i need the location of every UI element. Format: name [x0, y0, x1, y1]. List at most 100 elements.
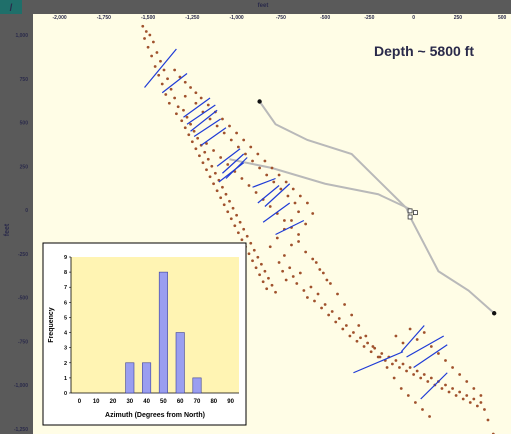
scatter-point: [465, 380, 469, 383]
scatter-point: [167, 101, 171, 105]
scatter-point: [226, 163, 230, 166]
fracture-strike: [400, 325, 425, 353]
scatter-point: [224, 192, 228, 196]
scatter-point: [408, 327, 412, 331]
fracture-strike: [218, 162, 245, 183]
scatter-point: [182, 108, 185, 112]
scatter-point: [419, 376, 423, 380]
scatter-point: [334, 320, 338, 324]
scatter-point: [429, 376, 433, 380]
scatter-point: [254, 191, 258, 194]
histogram-bar: [175, 332, 185, 394]
scatter-point: [261, 280, 265, 284]
scatter-point: [180, 119, 184, 123]
inset-x-axis-label: Azimuth (Degrees from North): [105, 412, 205, 419]
y-tick-label: -250: [18, 252, 28, 258]
scatter-point: [205, 142, 208, 145]
scatter-point: [231, 206, 235, 210]
fracture-strike: [252, 177, 276, 188]
fracture-strike: [190, 109, 218, 132]
scatter-point: [190, 140, 194, 144]
histogram-bar: [192, 377, 202, 394]
scatter-point: [399, 387, 403, 390]
scatter-point: [302, 289, 306, 292]
y-tick-label: 250: [20, 164, 29, 170]
scatter-point: [198, 154, 201, 158]
scatter-point: [288, 266, 292, 270]
scatter-point: [483, 408, 486, 411]
scatter-point: [369, 350, 373, 354]
inset-y-tick-label: 1: [64, 376, 67, 382]
fracture-strike: [353, 351, 404, 374]
scatter-point: [282, 219, 286, 222]
fracture-strike: [186, 104, 216, 125]
scatter-point: [270, 283, 274, 287]
scatter-point: [219, 196, 223, 200]
scatter-point: [304, 250, 308, 254]
scatter-point: [323, 303, 327, 306]
y-tick-label: 1,000: [15, 33, 28, 39]
scatter-point: [316, 292, 320, 296]
inset-y-tick-label: 6: [64, 300, 67, 306]
scatter-point: [380, 352, 384, 355]
scatter-point: [454, 394, 458, 397]
inset-x-tick-label: 90: [227, 399, 234, 405]
inset-y-tick-label: 2: [64, 361, 67, 367]
scatter-point: [194, 147, 198, 151]
scatter-point: [327, 313, 331, 317]
scatter-point: [401, 362, 405, 366]
scatter-point: [355, 339, 359, 343]
scatter-point: [194, 101, 198, 105]
scatter-point: [357, 324, 361, 327]
scatter-point: [206, 103, 210, 107]
inset-y-tick-label: 0: [64, 391, 67, 397]
scatter-point: [415, 338, 419, 341]
scatter-point: [277, 173, 281, 177]
scatter-point: [405, 369, 408, 373]
histogram-bar: [142, 362, 152, 394]
scatter-point: [189, 122, 192, 126]
fracture-strike: [200, 127, 227, 146]
fracture-strike: [161, 73, 188, 94]
scatter-point: [148, 33, 152, 37]
inset-y-tick-label: 7: [64, 285, 67, 291]
inset-histogram: 0 1 2 3 4 5 6 7 8 9 0 10 20 30 40 50 60 70 80 90 Azimuth (…: [42, 242, 247, 426]
scatter-point: [293, 201, 297, 205]
scatter-point: [348, 334, 352, 338]
x-tick-label: -1,250: [185, 15, 199, 21]
scatter-point: [144, 30, 148, 33]
corner-logo-glyph: /: [10, 3, 13, 14]
y-tick-label: 750: [20, 77, 29, 83]
scatter-point: [297, 240, 300, 243]
x-axis-label: feet: [258, 3, 269, 9]
scatter-point: [421, 408, 424, 411]
fracture-strike: [222, 153, 245, 174]
fracture-strike: [262, 202, 291, 223]
scatter-point: [189, 86, 192, 89]
wellbore-markers: [257, 99, 497, 316]
scatter-point: [392, 376, 396, 380]
x-tick-label: -500: [320, 15, 330, 21]
inset-x-tick-label: 60: [177, 399, 184, 405]
inset-y-tick-label: 8: [64, 270, 67, 276]
scatter-point: [192, 129, 196, 133]
scatter-point: [444, 359, 447, 362]
fracture-strike: [406, 335, 445, 358]
scatter-point: [247, 184, 251, 187]
scatter-point: [437, 352, 440, 355]
scatter-point: [297, 210, 300, 214]
scatter-point: [228, 199, 231, 203]
fracture-strike: [257, 185, 280, 204]
scatter-point: [461, 397, 465, 401]
fracture-strike: [216, 148, 241, 167]
y-tick-label: -1,000: [14, 383, 28, 389]
inset-y-tick-label: 3: [64, 346, 67, 352]
wellbore-square-marker: [412, 210, 418, 216]
scatter-point: [451, 387, 454, 390]
top-axis-band: [0, 0, 511, 14]
scatter-point: [229, 138, 233, 142]
scatter-point: [378, 355, 382, 359]
scatter-point: [176, 105, 180, 109]
scatter-point: [472, 387, 476, 390]
fracture-strike-lines: [144, 48, 448, 400]
